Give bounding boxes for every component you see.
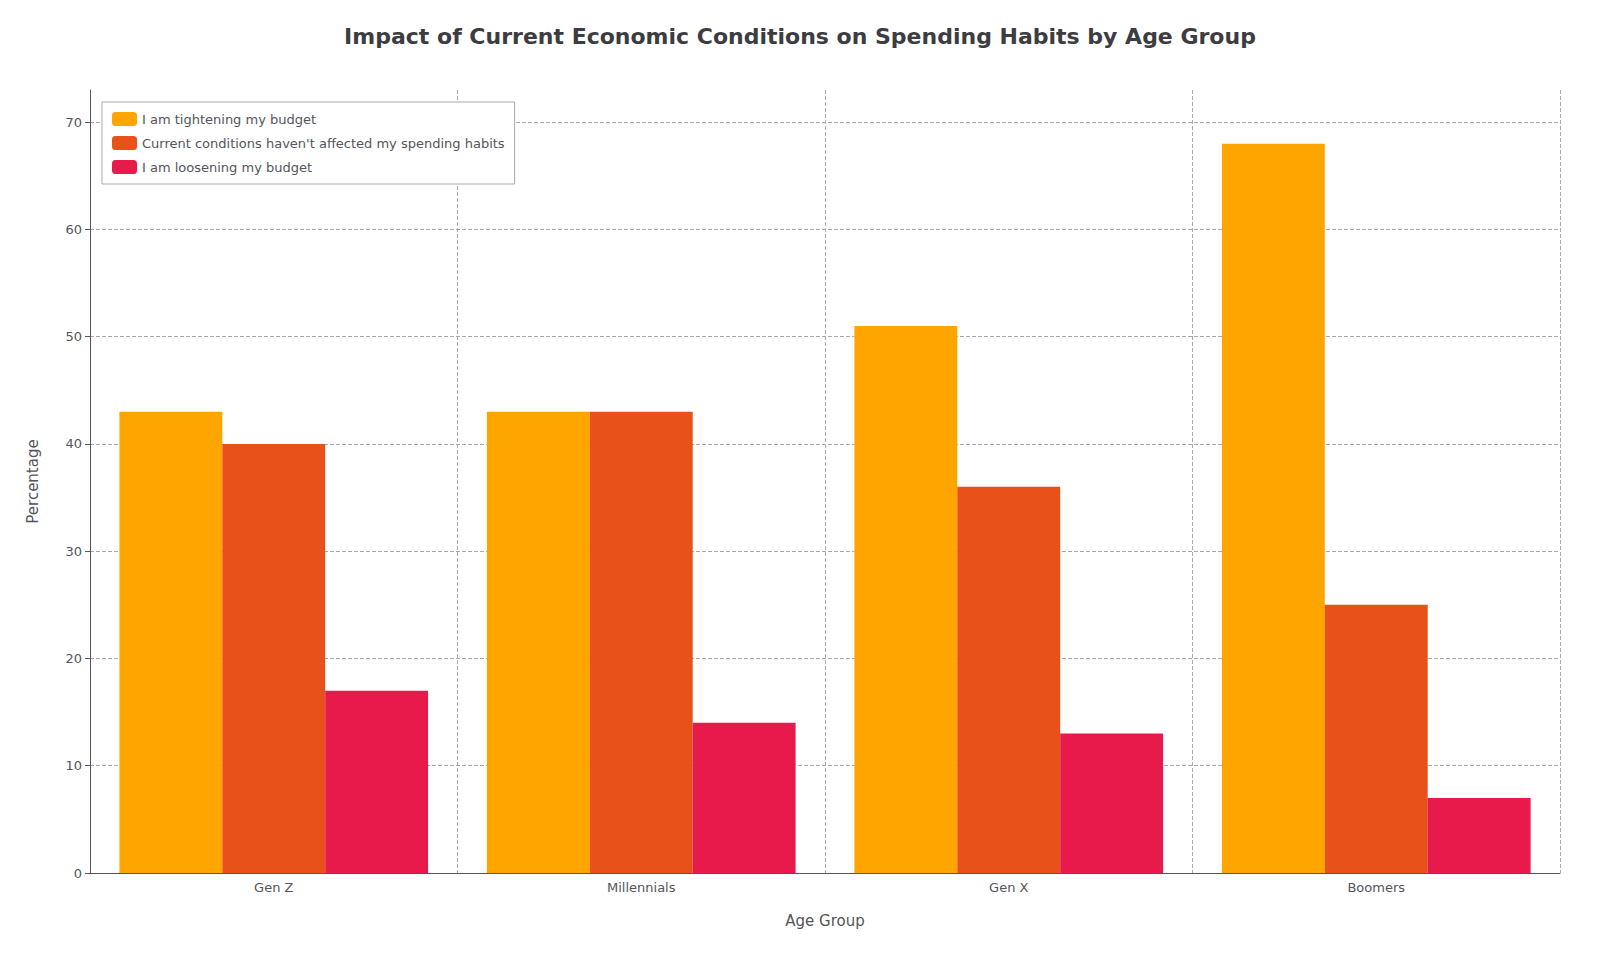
svg-text:30: 30: [65, 544, 82, 559]
svg-text:Percentage: Percentage: [24, 439, 42, 523]
svg-text:70: 70: [65, 115, 82, 130]
svg-text:Boomers: Boomers: [1347, 880, 1405, 895]
svg-text:Gen Z: Gen Z: [254, 880, 293, 895]
svg-text:Millennials: Millennials: [607, 880, 676, 895]
svg-text:20: 20: [65, 651, 82, 666]
svg-text:10: 10: [65, 758, 82, 773]
svg-text:60: 60: [65, 222, 82, 237]
svg-text:Impact of Current Economic Con: Impact of Current Economic Conditions on…: [344, 24, 1256, 49]
svg-text:50: 50: [65, 329, 82, 344]
svg-text:Current conditions haven't aff: Current conditions haven't affected my s…: [142, 136, 505, 151]
svg-text:I am tightening my budget: I am tightening my budget: [142, 112, 316, 127]
svg-text:40: 40: [65, 436, 82, 451]
svg-text:Gen X: Gen X: [989, 880, 1028, 895]
svg-text:Age Group: Age Group: [785, 912, 864, 930]
svg-text:0: 0: [74, 866, 82, 881]
svg-text:I am loosening my budget: I am loosening my budget: [142, 160, 312, 175]
